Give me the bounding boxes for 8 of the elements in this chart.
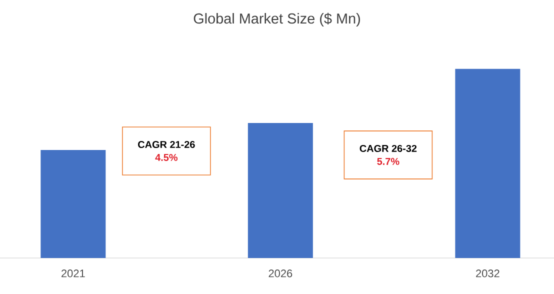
chart-title: Global Market Size ($ Mn) xyxy=(194,12,360,27)
annotation: CAGR 21-26 xyxy=(138,140,195,148)
annotation: 5.7% xyxy=(377,158,400,165)
x-tick-label: 2021 xyxy=(62,270,85,278)
annotation: 4.5% xyxy=(155,154,178,161)
x-tick-label: 2026 xyxy=(268,270,292,278)
x-tick-label: 2032 xyxy=(476,270,500,278)
annotation: CAGR 26-32 xyxy=(360,144,417,152)
